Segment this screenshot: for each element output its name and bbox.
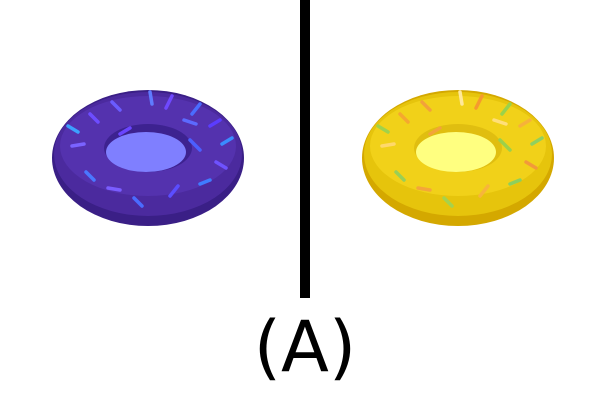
yellow-donut-graphic [362,90,554,226]
purple-donut-graphic [52,90,244,226]
figure-caption: (A) [253,306,357,388]
yellow-donut-image [360,80,560,235]
vertical-divider [300,0,310,298]
purple-donut-image [50,80,250,235]
